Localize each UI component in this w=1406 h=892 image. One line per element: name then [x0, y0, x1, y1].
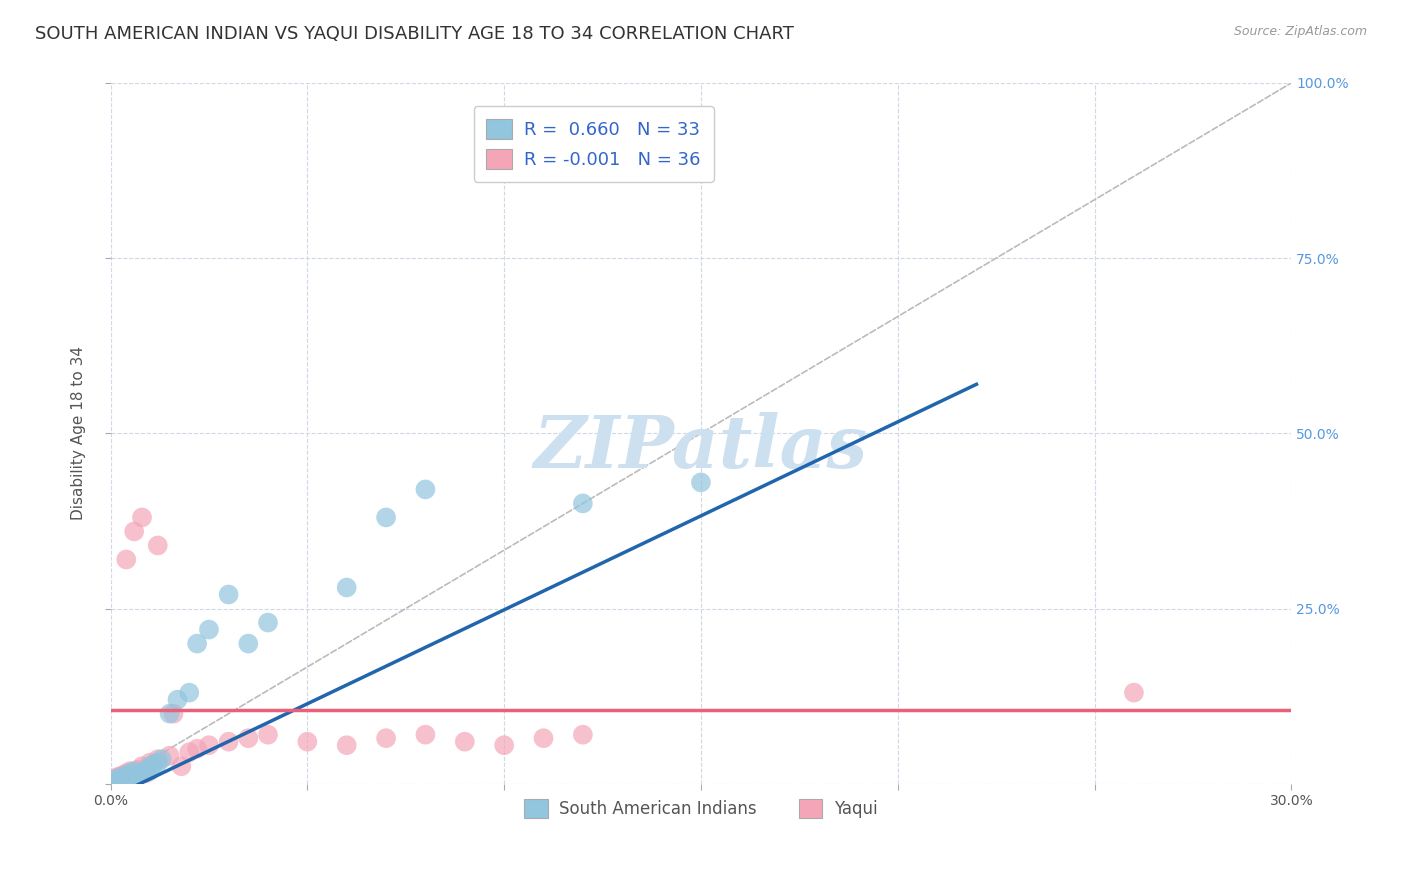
Text: ZIPatlas: ZIPatlas	[534, 412, 868, 483]
Point	[297, 734, 319, 748]
Point	[115, 552, 138, 566]
Point	[179, 745, 201, 759]
Legend: South American Indians, Yaqui: South American Indians, Yaqui	[517, 792, 884, 824]
Point	[107, 775, 129, 789]
Text: Source: ZipAtlas.com: Source: ZipAtlas.com	[1233, 25, 1367, 38]
Point	[131, 510, 153, 524]
Point	[336, 738, 359, 752]
Point	[166, 692, 188, 706]
Point	[107, 770, 129, 784]
Point	[135, 763, 157, 777]
Point	[1122, 685, 1144, 699]
Point	[257, 728, 280, 742]
Point	[238, 636, 260, 650]
Point	[107, 774, 129, 789]
Point	[146, 539, 169, 553]
Point	[186, 741, 208, 756]
Point	[218, 734, 240, 748]
Point	[150, 752, 173, 766]
Point	[454, 734, 477, 748]
Point	[111, 770, 134, 784]
Point	[111, 774, 134, 789]
Point	[198, 623, 221, 637]
Point	[218, 588, 240, 602]
Text: SOUTH AMERICAN INDIAN VS YAQUI DISABILITY AGE 18 TO 34 CORRELATION CHART: SOUTH AMERICAN INDIAN VS YAQUI DISABILIT…	[35, 25, 794, 43]
Point	[159, 706, 181, 721]
Point	[122, 764, 145, 778]
Point	[415, 728, 437, 742]
Point	[494, 738, 516, 752]
Point	[336, 581, 359, 595]
Point	[120, 766, 142, 780]
Point	[115, 768, 138, 782]
Point	[139, 759, 162, 773]
Point	[103, 771, 125, 785]
Point	[690, 475, 713, 490]
Point	[120, 764, 142, 778]
Point	[103, 777, 125, 791]
Point	[115, 773, 138, 788]
Point	[186, 636, 208, 650]
Point	[572, 496, 595, 510]
Point	[122, 770, 145, 784]
Point	[103, 773, 125, 788]
Point	[135, 766, 157, 780]
Point	[159, 748, 181, 763]
Point	[122, 524, 145, 539]
Point	[111, 768, 134, 782]
Point	[107, 771, 129, 785]
Point	[238, 731, 260, 746]
Point	[139, 764, 162, 778]
Point	[572, 728, 595, 742]
Point	[146, 752, 169, 766]
Point	[115, 766, 138, 780]
Point	[415, 483, 437, 497]
Point	[533, 731, 555, 746]
Y-axis label: Disability Age 18 to 34: Disability Age 18 to 34	[72, 346, 86, 520]
Point	[375, 731, 398, 746]
Point	[139, 756, 162, 770]
Point	[127, 763, 149, 777]
Point	[146, 756, 169, 770]
Point	[131, 766, 153, 780]
Point	[120, 777, 142, 791]
Point	[257, 615, 280, 630]
Point	[127, 768, 149, 782]
Point	[142, 757, 165, 772]
Point	[111, 773, 134, 788]
Point	[122, 771, 145, 785]
Point	[162, 706, 184, 721]
Point	[131, 759, 153, 773]
Point	[198, 738, 221, 752]
Point	[170, 759, 193, 773]
Point	[375, 510, 398, 524]
Point	[103, 777, 125, 791]
Point	[179, 685, 201, 699]
